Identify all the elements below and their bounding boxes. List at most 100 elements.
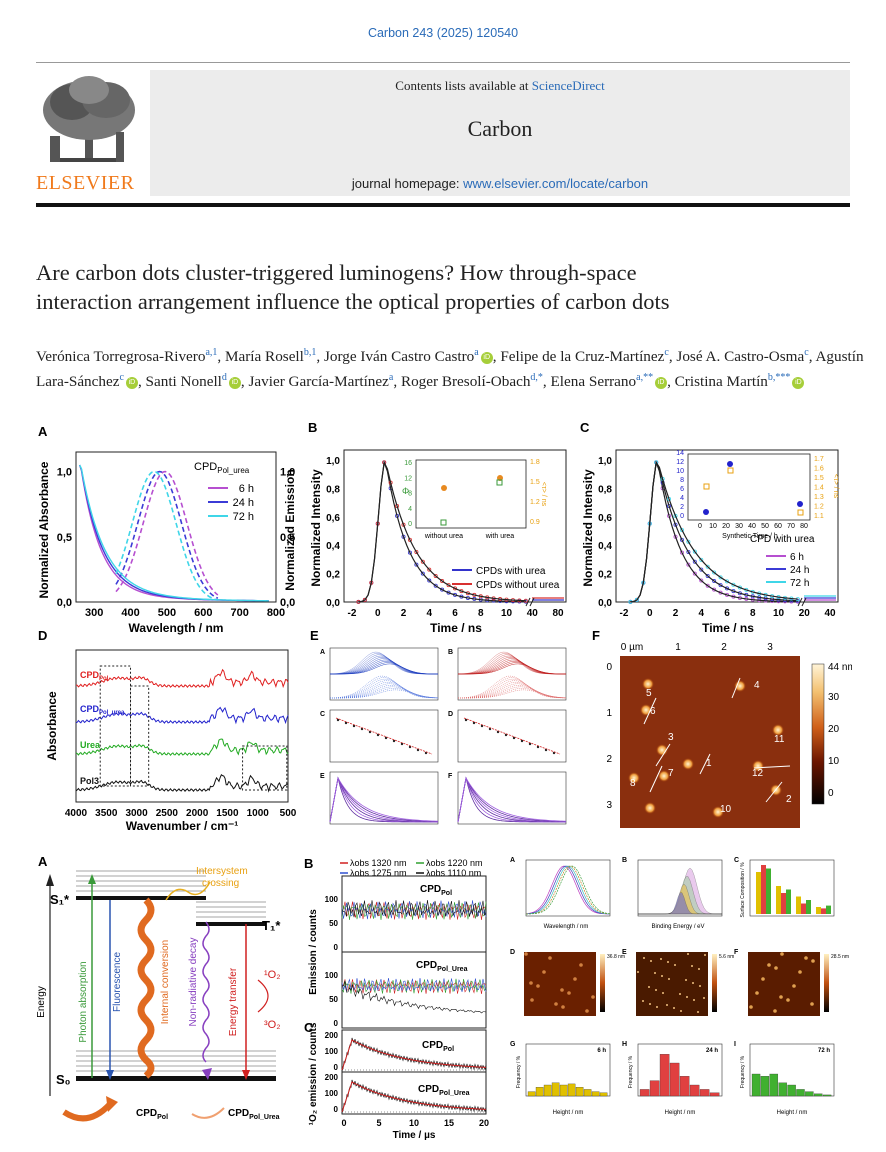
y-tick-label: 0,5 (57, 532, 72, 544)
sub-frame (637, 859, 723, 917)
afm-spot-label: 11 (774, 734, 785, 745)
decay-point (362, 597, 367, 602)
author-affiliation[interactable]: d (221, 372, 227, 384)
inset-y-right: 0.9 (530, 519, 540, 526)
author-name[interactable]: Agustín Lara-Sánchez (36, 348, 864, 391)
sub-label: F (448, 773, 453, 780)
x-tick-label: 600 (194, 607, 212, 619)
y-tick-label: 0,6 (598, 513, 612, 524)
author-name[interactable]: Felipe de la Cruz-Martínez (500, 348, 665, 366)
author-affiliation[interactable]: a (474, 347, 479, 358)
author-name[interactable]: Jorge Iván Castro Castro (323, 348, 475, 366)
orcid-icon[interactable]: iD (792, 376, 805, 389)
author-name[interactable]: Roger Bresolí-Obach (400, 373, 531, 391)
hist-ylabel: Frequency / % (516, 1055, 522, 1088)
author-name[interactable]: Elena Serrano (550, 373, 637, 391)
afm-mini-image (636, 952, 708, 1016)
x-tick-label: 20 (479, 1118, 489, 1128)
y-tick-label: 0 (334, 1105, 339, 1114)
inset-y-right: 1.7 (814, 456, 824, 463)
afm-mini-particle (773, 1009, 777, 1013)
afm-scale-tick: 10 (828, 756, 840, 767)
panel-label-a: A (38, 424, 48, 439)
top-rule (36, 62, 850, 63)
afm-particle (628, 772, 640, 784)
author-name[interactable]: Cristina Martín (674, 373, 768, 391)
orcid-icon[interactable]: iD (655, 376, 668, 389)
y-tick-label-right: 0,0 (280, 597, 295, 609)
plot-frame-c (615, 449, 839, 603)
afm-left-tick: 0 (606, 662, 612, 673)
author-affiliation[interactable]: c (804, 347, 809, 358)
composition-bar (796, 896, 801, 914)
hist-bar (559, 1084, 568, 1097)
homepage-link[interactable]: www.elsevier.com/locate/carbon (463, 176, 649, 191)
decay-point (679, 550, 684, 555)
title-line-1: Are carbon dots cluster-triggered lumino… (36, 260, 637, 285)
sciencedirect-link[interactable]: ScienceDirect (531, 78, 605, 93)
afm-spot-label: 4 (754, 680, 760, 691)
author-name[interactable]: María Rosell (225, 348, 304, 366)
afm-top-tick: 1 (675, 642, 681, 653)
xticks-h: 0 5 10 15 20 (341, 1118, 489, 1128)
afm-scale-tick: 20 (828, 724, 840, 735)
ylabel-h-top: Emission / counts (308, 909, 319, 995)
y-tick-label: 200 (325, 1031, 339, 1040)
sub-label: C (320, 711, 325, 718)
journal-citation[interactable]: Carbon 243 (2025) 120540 (367, 26, 519, 40)
inset-y-left: 0 (680, 513, 684, 520)
inset-y-right: 1.8 (530, 459, 540, 466)
y-tick-label: 0,2 (598, 570, 612, 581)
sub-label: B (622, 857, 627, 864)
ftir-spectrum (75, 738, 289, 756)
curves-b (356, 460, 564, 607)
sub-label: I (734, 1041, 736, 1048)
author-affiliation[interactable]: d,* (530, 372, 543, 384)
author-affiliation[interactable]: b,1 (303, 347, 317, 358)
afm-mini-particle (554, 1002, 558, 1006)
inset-y-left: 12 (676, 459, 684, 466)
author-affiliation[interactable]: a,1 (205, 347, 218, 358)
series-label: Urea (80, 740, 101, 750)
inset-point (727, 467, 734, 474)
author-affiliation[interactable]: a,** (636, 372, 654, 384)
x-tick-label: 400 (121, 607, 139, 619)
afm-mini-particle (774, 966, 778, 970)
hist-xlabel: Height / nm (665, 1110, 696, 1116)
author-affiliation[interactable]: a (388, 372, 394, 384)
x-tick-label: 500 (158, 607, 176, 619)
series-label: CPDPol (80, 670, 109, 682)
hist-title: 72 h (818, 1048, 830, 1054)
orcid-icon[interactable]: iD (480, 351, 493, 364)
inset-y-right: 1.4 (814, 485, 824, 492)
author-affiliation[interactable]: c (119, 372, 124, 384)
hist-bar (535, 1087, 544, 1097)
hist-bar (805, 1091, 814, 1097)
afm-mini-particle (810, 1002, 814, 1006)
author-name[interactable]: Verónica Torregrosa-Rivero (36, 348, 206, 366)
panel-label-f: F (592, 628, 600, 643)
author-name[interactable]: José A. Castro-Osma (676, 348, 805, 366)
author-affiliation[interactable]: b,*** (767, 372, 791, 384)
orcid-icon[interactable]: iD (228, 376, 241, 389)
author-affiliation[interactable]: c (664, 347, 669, 358)
plot-frame-a (75, 451, 277, 603)
afm-spot-label: 8 (630, 778, 636, 789)
decay-point (712, 587, 717, 592)
y-tick-label: 0,2 (326, 570, 340, 581)
afm-mini-particle (697, 1011, 699, 1013)
orcid-icon[interactable]: iD (125, 376, 138, 389)
decay-point (705, 583, 710, 588)
decay-point (724, 586, 729, 591)
nonrad-arrow-icon (202, 1068, 212, 1080)
hist-title: 24 h (706, 1048, 718, 1054)
characterization-grid: A Wavelength / nm B Binding Energy / eV CSur… (510, 857, 849, 1116)
author-name[interactable]: Javier García-Martínez (248, 373, 389, 391)
afm-particle (682, 758, 694, 770)
series-label: CPDPol_urea (80, 704, 125, 716)
inset-y-right: 1.5 (530, 479, 540, 486)
author-name[interactable]: Santi Nonell (145, 373, 222, 391)
panel-name: CPDPol_Urea (418, 1084, 470, 1097)
afm-mini-scale: 5.6 nm (719, 954, 734, 960)
sub-curve (457, 776, 567, 823)
